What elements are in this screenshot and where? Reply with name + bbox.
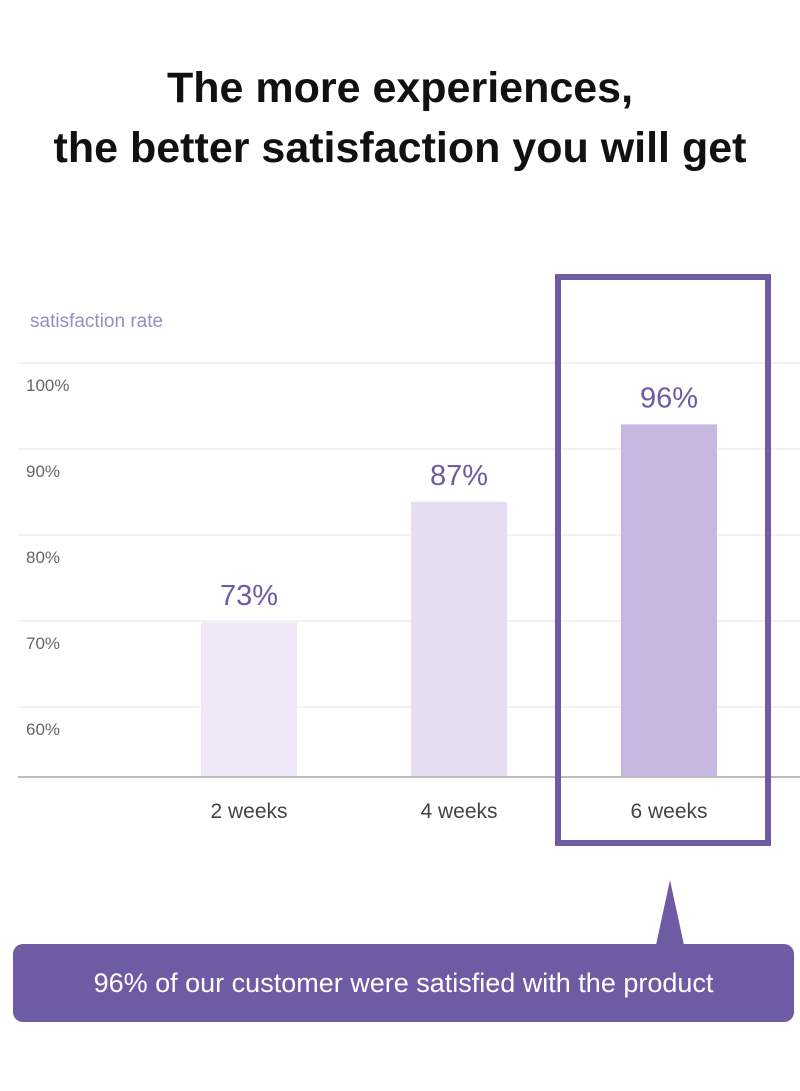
headline: The more experiences, the better satisfa… (0, 58, 800, 178)
bar (621, 424, 717, 777)
y-tick-label: 70% (26, 634, 60, 653)
y-tick-label: 60% (26, 720, 60, 739)
value-labels: 73% 87% 96% (220, 382, 698, 612)
y-tick-label: 90% (26, 462, 60, 481)
y-tick-label: 100% (26, 376, 69, 395)
bar (201, 622, 297, 777)
value-label: 73% (220, 580, 278, 612)
category-labels: 2 weeks 4 weeks 6 weeks (210, 800, 707, 823)
category-label: 4 weeks (420, 800, 497, 823)
bars (201, 424, 717, 777)
y-axis-label: satisfaction rate (30, 311, 163, 332)
category-label: 6 weeks (630, 800, 707, 823)
bar (411, 501, 507, 777)
highlight-frame (555, 274, 771, 846)
y-tick-label: 80% (26, 548, 60, 567)
callout-pointer (656, 880, 684, 945)
value-label: 96% (640, 382, 698, 414)
value-label: 87% (430, 460, 488, 492)
category-label: 2 weeks (210, 800, 287, 823)
headline-line-1: The more experiences, (166, 64, 634, 112)
callout-box: 96% of our customer were satisfied with … (13, 944, 794, 1022)
y-tick-labels: 100% 90% 80% 70% 60% (26, 376, 69, 739)
callout-text: 96% of our customer were satisfied with … (93, 967, 714, 998)
headline-line-2: the better satisfaction you will get (53, 124, 747, 172)
